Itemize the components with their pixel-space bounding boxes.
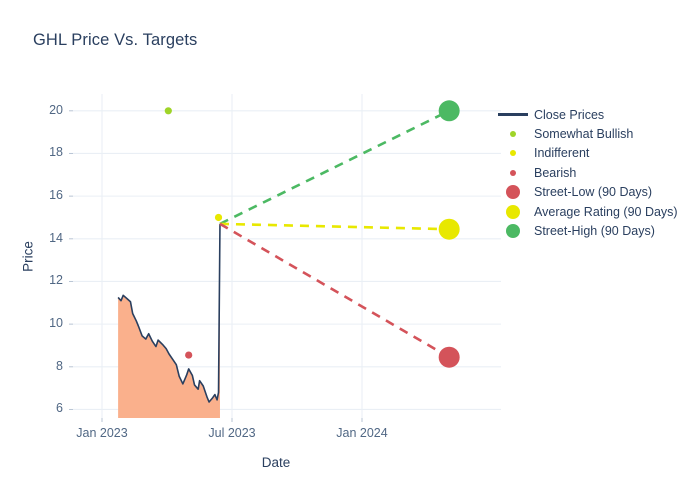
legend-dot-swatch-icon xyxy=(496,204,530,219)
legend-item-close-prices[interactable]: Close Prices xyxy=(496,105,696,124)
y-tick-label: 18 xyxy=(49,145,63,160)
y-tick-label: 12 xyxy=(49,273,63,288)
dot-swatch-icon xyxy=(506,204,520,219)
x-axis-title: Date xyxy=(261,455,291,470)
legend-dot-swatch-icon xyxy=(496,185,530,200)
chart-legend: Close Prices Somewhat Bullish Indifferent B… xyxy=(496,105,696,241)
dot-swatch-icon xyxy=(506,224,520,239)
legend-item-street-low-90-days[interactable]: Street-Low (90 Days) xyxy=(496,183,696,202)
legend-item-label: Street-High (90 Days) xyxy=(534,224,655,239)
legend-dot-swatch-icon xyxy=(496,150,530,157)
gridlines xyxy=(69,94,501,422)
line-swatch-icon xyxy=(498,113,528,116)
legend-item-label: Close Prices xyxy=(534,107,605,122)
y-tick-label: 8 xyxy=(56,358,63,373)
y-tick-label: 10 xyxy=(49,316,63,331)
dot-swatch-icon xyxy=(510,150,516,157)
legend-item-somewhat-bullish[interactable]: Somewhat Bullish xyxy=(496,124,696,143)
legend-dot-swatch-icon xyxy=(496,169,530,176)
legend-item-label: Bearish xyxy=(534,165,577,180)
dot-swatch-icon xyxy=(510,131,516,138)
dot-swatch-icon xyxy=(510,169,516,176)
legend-item-bearish[interactable]: Bearish xyxy=(496,163,696,182)
x-tick-label: Jan 2024 xyxy=(336,426,388,440)
series-layer xyxy=(117,109,450,418)
dot-swatch-icon xyxy=(506,185,520,200)
markers-layer xyxy=(164,100,460,368)
y-tick-label: 14 xyxy=(49,230,63,245)
x-tick-label: Jul 2023 xyxy=(208,426,256,440)
legend-dot-swatch-icon xyxy=(496,224,530,239)
legend-dot-swatch-icon xyxy=(496,131,530,138)
legend-item-label: Street-Low (90 Days) xyxy=(534,185,653,200)
y-tick-label: 16 xyxy=(49,188,63,203)
legend-item-label: Average Rating (90 Days) xyxy=(534,204,678,219)
legend-item-label: Somewhat Bullish xyxy=(534,127,634,142)
legend-item-street-high-90-days[interactable]: Street-High (90 Days) xyxy=(496,221,696,240)
y-tick-label: 20 xyxy=(49,102,63,117)
legend-item-average-rating-90-days[interactable]: Average Rating (90 Days) xyxy=(496,202,696,221)
x-tick-label: Jan 2023 xyxy=(76,426,128,440)
legend-item-indifferent[interactable]: Indifferent xyxy=(496,144,696,163)
legend-line-swatch-icon xyxy=(496,113,530,116)
legend-item-label: Indifferent xyxy=(534,146,590,161)
y-tick-label: 6 xyxy=(56,401,63,416)
page-title: GHL Price Vs. Targets xyxy=(33,31,198,49)
y-axis-title: Price xyxy=(20,241,36,272)
